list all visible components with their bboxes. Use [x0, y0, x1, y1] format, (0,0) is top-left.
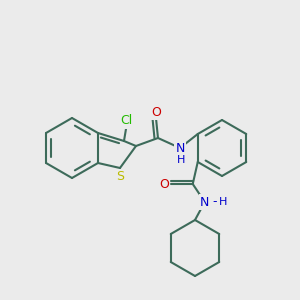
Text: N: N	[200, 196, 209, 208]
Text: Cl: Cl	[120, 115, 132, 128]
Text: -: -	[212, 196, 217, 208]
Text: S: S	[116, 170, 124, 184]
Text: H: H	[219, 197, 227, 207]
Text: O: O	[151, 106, 161, 118]
Text: O: O	[159, 178, 169, 190]
Text: H: H	[177, 155, 185, 165]
Text: N: N	[175, 142, 185, 155]
